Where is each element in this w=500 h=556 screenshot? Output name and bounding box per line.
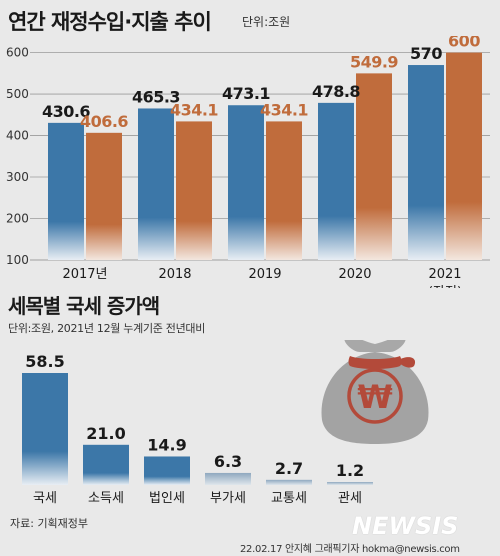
bar-revenue (228, 105, 264, 260)
tax-value-label: 1.2 (336, 461, 364, 480)
tax-value-label: 58.5 (25, 352, 64, 371)
x-tick-label: 2020 (338, 267, 371, 282)
bar-value-label: 430.6 (42, 102, 90, 121)
x-tick-label: 2017년 (62, 267, 107, 282)
x-tick-label: 2019 (248, 267, 281, 282)
tax-bar (266, 479, 312, 485)
bar-expenditure (356, 73, 392, 260)
bar-expenditure (266, 121, 302, 260)
graphic-credit: 22.02.17 안지혜 그래픽기자 hokma@newsis.com (240, 544, 460, 555)
tax-chart-note: 단위:조원, 2021년 12월 누계기준 전년대비 (8, 322, 206, 335)
bar-revenue (408, 65, 444, 260)
tax-category-label: 소득세 (88, 491, 124, 506)
tax-category-label: 법인세 (149, 491, 185, 506)
y-tick-label: 400 (6, 129, 29, 143)
tax-bar (327, 482, 373, 485)
bar-value-label: 434.1 (260, 100, 308, 119)
tax-category-label: 국세 (33, 491, 57, 506)
tax-increase-chart: 58.5 21.0 14.9 6.3 2.7 1.2 국세 소득세 법인세 부가세 교통세 관세 ₩ (22, 340, 429, 506)
chart-unit: 단위:조원 (242, 15, 291, 29)
bar-value-label: 406.6 (80, 112, 128, 131)
y-tick-label: 600 (6, 46, 29, 60)
bar-value-label: 600 (448, 36, 480, 51)
source-note: 자료: 기획재정부 (10, 517, 89, 530)
tax-bar (144, 456, 190, 485)
tax-value-label: 2.7 (275, 459, 303, 478)
bar-revenue (138, 108, 174, 261)
tax-bar (22, 373, 68, 485)
y-tick-label: 500 (6, 87, 29, 101)
x-tick-label: 2018 (158, 267, 191, 282)
bar-value-label: 434.1 (170, 100, 218, 119)
bar-value-label: 478.8 (312, 82, 360, 101)
tax-bar (205, 472, 251, 485)
bar-value-label: 473.1 (222, 84, 270, 103)
tax-category-label: 관세 (338, 491, 362, 506)
bar-expenditure (446, 52, 482, 260)
tax-category-label: 부가세 (210, 491, 246, 506)
x-tick-sublabel: (잠정) (428, 285, 462, 288)
tax-value-label: 14.9 (147, 435, 186, 454)
x-tick-label: 2021 (428, 267, 461, 282)
bar-value-label: 570 (410, 44, 442, 63)
bar-expenditure (176, 121, 212, 260)
tax-value-label: 21.0 (86, 424, 125, 443)
won-sign: ₩ (357, 378, 392, 416)
bar-revenue (48, 122, 84, 261)
chart-title: 연간 재정수입·지출 추이 (8, 10, 212, 34)
y-tick-label: 300 (6, 170, 29, 184)
y-tick-label: 200 (6, 212, 29, 226)
newsis-watermark: NEWSIS (352, 512, 459, 540)
tax-bar (83, 444, 129, 485)
money-bag-icon: ₩ (321, 340, 429, 444)
y-tick-label: 100 (6, 253, 29, 267)
tax-chart-title: 세목별 국세 증가액 (8, 294, 160, 318)
bar-value-label: 465.3 (132, 87, 180, 106)
bar-revenue (318, 102, 354, 260)
tax-value-label: 6.3 (214, 452, 242, 471)
bar-value-label: 549.9 (350, 52, 398, 71)
tax-category-label: 교통세 (271, 491, 307, 506)
bar-expenditure (86, 132, 122, 260)
